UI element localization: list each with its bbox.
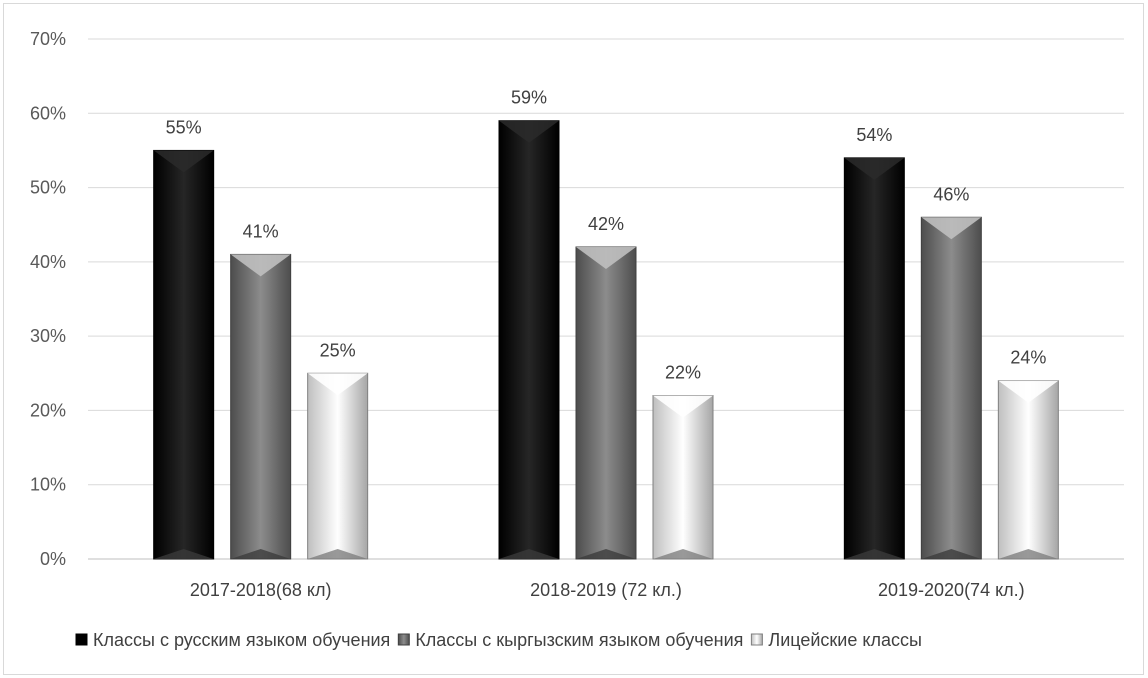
legend-swatch: [397, 633, 410, 646]
data-label: 25%: [320, 340, 356, 360]
legend-item: Классы с кыргызским языком обучения: [397, 630, 743, 650]
x-axis: 2017-2018(68 кл) 2018-2019 (72 кл.) 2019-2…: [190, 580, 1025, 600]
data-label: 46%: [933, 184, 969, 204]
x-tick-label: 2018-2019 (72 кл.): [530, 580, 682, 600]
bar: [230, 253, 292, 560]
data-label: 42%: [588, 214, 624, 234]
x-tick-label: 2019-2020(74 кл.): [878, 580, 1025, 600]
x-tick-label: 2017-2018(68 кл): [190, 580, 332, 600]
data-label: 22%: [665, 363, 701, 383]
bar: [652, 395, 714, 560]
data-label: 24%: [1010, 348, 1046, 368]
bar: [843, 157, 905, 560]
data-label: 55%: [166, 117, 202, 137]
legend-label: Классы с кыргызским языком обучения: [415, 630, 743, 650]
data-label: 41%: [243, 221, 279, 241]
bar: [307, 372, 369, 560]
bars: 55% 41% 25% 59% 42% 22% 54% 46% 24%: [153, 88, 1059, 560]
legend-label: Классы с русским языком обучения: [93, 630, 390, 650]
y-tick-label: 40%: [30, 252, 66, 272]
legend-item: Лицейские классы: [750, 630, 922, 650]
y-tick-label: 60%: [30, 103, 66, 123]
data-label: 54%: [856, 125, 892, 145]
bar: [997, 380, 1059, 560]
legend: Классы с русским языком обучения Классы с…: [75, 630, 922, 650]
data-label: 59%: [511, 88, 547, 108]
y-tick-label: 10%: [30, 475, 66, 495]
legend-swatch: [750, 633, 763, 646]
legend-swatch: [75, 633, 88, 646]
bar: [153, 149, 215, 560]
y-axis: 0% 10% 20% 30% 40% 50% 60% 70%: [30, 29, 66, 569]
y-tick-label: 20%: [30, 400, 66, 420]
bar: [920, 216, 982, 560]
y-tick-label: 50%: [30, 178, 66, 198]
bar: [575, 246, 637, 560]
y-tick-label: 30%: [30, 326, 66, 346]
legend-item: Классы с русским языком обучения: [75, 630, 390, 650]
y-tick-label: 0%: [40, 549, 66, 569]
bar: [498, 120, 560, 560]
legend-label: Лицейские классы: [768, 630, 922, 650]
y-tick-label: 70%: [30, 29, 66, 49]
